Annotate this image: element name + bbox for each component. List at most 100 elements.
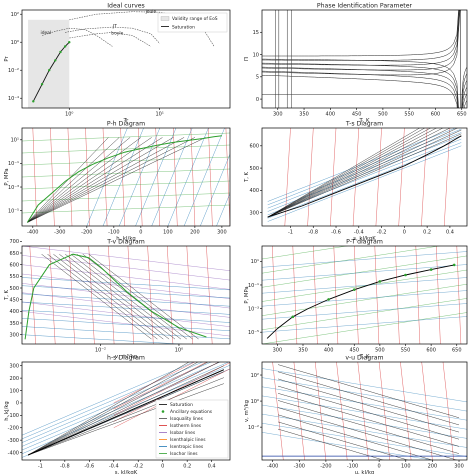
- y-tick-label: 10⁻¹: [248, 283, 259, 289]
- pip-curve: [262, 66, 459, 108]
- saturation-point: [48, 69, 51, 72]
- ancillary-marker: [404, 273, 407, 277]
- isenthalpic-line: [108, 246, 115, 344]
- y-tick-label: 10²: [251, 373, 259, 379]
- isenthalpic-line: [88, 246, 95, 344]
- x-tick-label: 400: [326, 112, 336, 118]
- isoquality-line: [267, 129, 462, 218]
- x-tick-label: 300: [217, 230, 227, 236]
- ancillary-marker: [291, 315, 295, 319]
- y-tick-label: 10¹: [251, 259, 259, 265]
- isoquality-line: [59, 254, 170, 340]
- plot-frame: [261, 361, 468, 461]
- isobar-line: [267, 138, 462, 216]
- isoquality-line: [76, 254, 187, 340]
- legend-box: [157, 12, 228, 33]
- pip-curve: [262, 62, 459, 108]
- y-tick-label: 400: [9, 309, 19, 315]
- legend-entry: Saturation: [172, 25, 195, 31]
- x-tick-label: -0.2: [133, 464, 143, 470]
- chart-title: P-T diagram: [346, 239, 383, 246]
- saturation-point: [68, 41, 71, 44]
- plot-frame: [21, 9, 231, 109]
- isentropic-line: [22, 326, 230, 340]
- saturation-line: [26, 135, 222, 223]
- isoquality-line: [70, 254, 182, 340]
- plot-area: [262, 362, 467, 460]
- validity-region: [28, 19, 70, 108]
- ancillary-marker: [378, 280, 382, 283]
- y-tick-label: 350: [9, 321, 19, 327]
- y-tick-label: 5: [256, 75, 259, 81]
- y-axis-label: P, MPa: [244, 286, 250, 303]
- y-tick-label: 600: [9, 262, 19, 268]
- x-axis-label: s, kJ/kgK: [115, 470, 138, 474]
- isentropic-line: [262, 404, 467, 439]
- isotherm-line: [155, 128, 160, 226]
- isentropic-line: [22, 365, 230, 454]
- x-axis-label: s, kJ/kgK: [353, 236, 376, 242]
- y-tick-label: 400: [249, 188, 259, 194]
- x-tick-label: 10⁰: [175, 348, 183, 354]
- legend-entry: Saturation: [170, 402, 193, 408]
- isobar-line: [267, 128, 457, 202]
- isochor-line: [262, 246, 440, 274]
- isentropic-line: [216, 192, 230, 226]
- isentropic-line: [102, 128, 144, 226]
- x-tick-label: 350: [299, 112, 309, 118]
- y-tick-label: 450: [9, 297, 19, 303]
- chart-title: T-s Diagram: [345, 121, 383, 128]
- isenthalpic-line: [330, 128, 337, 226]
- isoquality-line: [277, 400, 460, 454]
- y-tick-label: 10⁻²: [8, 68, 19, 74]
- panel-t-s-diagram: T-s Diagram s, kJ/kgK T, K -1 -0.8 -0.6 -0.4 -0…: [244, 121, 468, 242]
- y-tick-label: 0: [256, 97, 259, 103]
- ideal-curve-ideal: [42, 27, 113, 47]
- x-tick-label: -0.4: [109, 464, 119, 470]
- isoquality-line: [88, 254, 199, 340]
- isentropic-line: [22, 310, 230, 323]
- isochor-line: [22, 204, 230, 214]
- isoquality-line: [277, 371, 460, 426]
- isoquality-line: [27, 137, 131, 223]
- isochor-line: [262, 298, 467, 330]
- isentropic-line: [22, 362, 204, 440]
- x-tick-label: -0.2: [377, 230, 387, 236]
- y-tick-label: 200: [9, 376, 19, 382]
- isobar-line: [22, 301, 230, 327]
- pip-curve: [262, 74, 458, 108]
- x-tick-label: 0: [378, 464, 381, 470]
- y-axis-label: P, MPa: [4, 168, 10, 185]
- x-axis-label: T, K: [358, 354, 370, 360]
- legend-entry: Isoquality lines: [170, 416, 204, 422]
- isotherm-line: [173, 128, 178, 226]
- isoquality-line: [27, 137, 163, 223]
- panel-p-h-diagram: P-h Diagram h, kJ/kg P, MPa -400 -300 -200 -10…: [4, 121, 231, 242]
- isentropic-line: [119, 128, 160, 226]
- y-tick-label: 700: [9, 239, 19, 245]
- isenthalpic-line: [206, 246, 213, 344]
- isoquality-line: [53, 254, 164, 340]
- plot-area: [262, 10, 467, 108]
- x-axis-label: u, kJ/kg: [355, 470, 375, 474]
- isotherm-line: [32, 128, 38, 226]
- annotation-ideal: ideal: [40, 30, 51, 36]
- isentropic-line: [22, 334, 183, 344]
- isentropic-line: [262, 413, 467, 448]
- isobar-line: [267, 145, 462, 222]
- x-tick-label: -300: [54, 230, 65, 236]
- pip-curve: [262, 58, 459, 108]
- isochor-line: [262, 246, 348, 260]
- chart-title: Phase Identification Parameter: [317, 3, 413, 10]
- isoquality-line: [27, 137, 185, 223]
- plot-frame: [261, 245, 468, 345]
- x-tick-label: 300: [273, 348, 283, 354]
- isochor-line: [262, 284, 467, 316]
- y-tick-label: 10⁰: [11, 40, 19, 46]
- isochor-line: [262, 269, 467, 302]
- x-tick-label: -1: [288, 230, 293, 236]
- isenthalpic-line: [307, 128, 314, 226]
- isobar-line: [22, 311, 230, 337]
- x-axis-label: Tr: [123, 118, 129, 124]
